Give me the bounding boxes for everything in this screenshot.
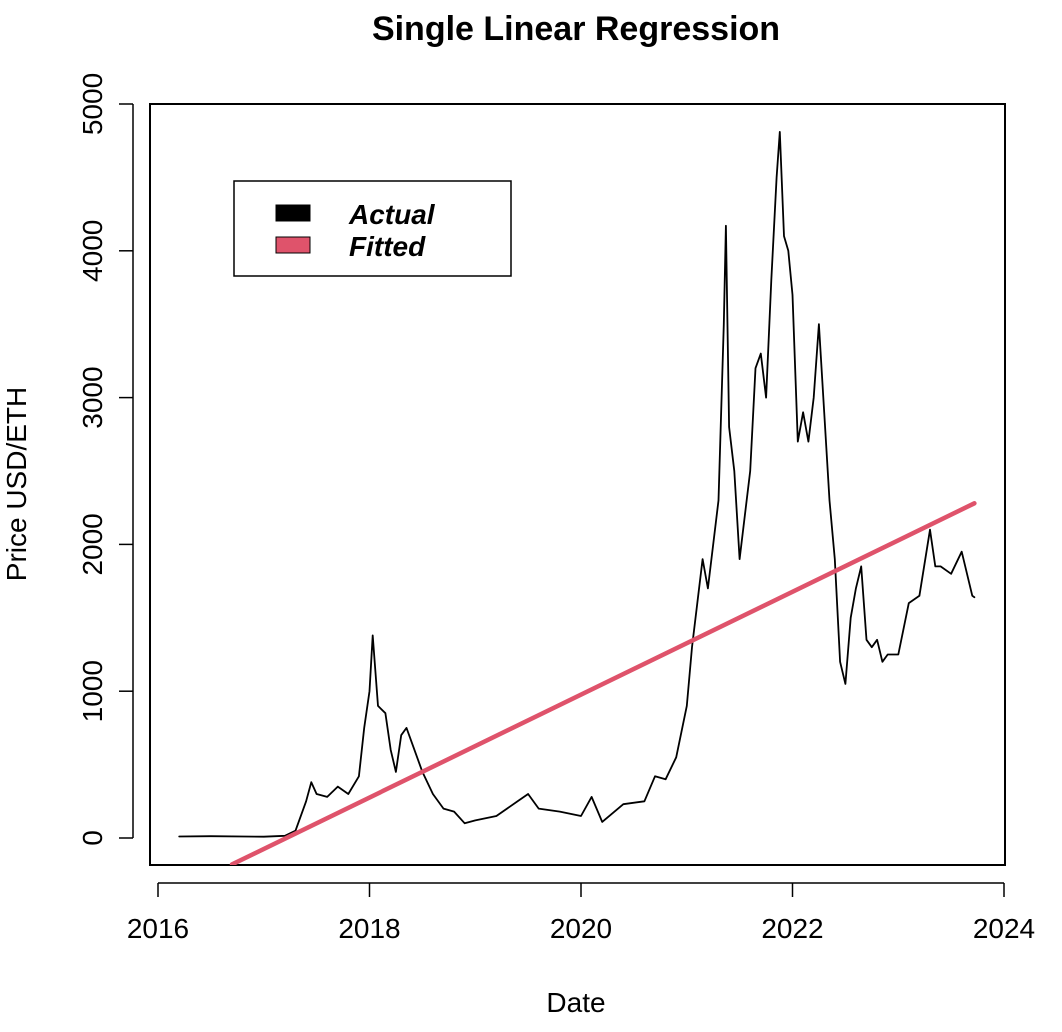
x-tick-label: 2016: [127, 913, 189, 944]
x-tick-label: 2024: [973, 913, 1035, 944]
y-tick-label: 0: [77, 830, 108, 846]
x-tick-label: 2018: [338, 913, 400, 944]
actual-price-line: [178, 130, 976, 838]
x-axis: 2016 2018 2020 2022 2024: [127, 882, 1035, 944]
y-axis-label: Price USD/ETH: [1, 387, 32, 581]
x-tick-label: 2020: [550, 913, 612, 944]
y-tick-label: 4000: [77, 220, 108, 282]
legend-swatch-actual: [275, 204, 311, 222]
y-tick-label: 3000: [77, 366, 108, 428]
series-layer: [178, 130, 977, 865]
y-tick-label: 5000: [77, 73, 108, 135]
x-axis-label: Date: [546, 987, 605, 1018]
legend-label-actual: Actual: [348, 199, 436, 230]
legend-swatch-fitted: [275, 236, 311, 254]
legend-box: [233, 180, 512, 277]
x-tick-label: 2022: [761, 913, 823, 944]
chart-title: Single Linear Regression: [372, 10, 780, 48]
y-axis: 0 1000 2000 3000 4000 5000: [77, 73, 134, 846]
fitted-regression-line: [229, 501, 977, 865]
legend: Actual Fitted: [233, 180, 512, 277]
y-tick-label: 2000: [77, 513, 108, 575]
legend-label-fitted: Fitted: [349, 231, 426, 262]
y-tick-label: 1000: [77, 660, 108, 722]
plot-area-frame: [149, 103, 1006, 866]
